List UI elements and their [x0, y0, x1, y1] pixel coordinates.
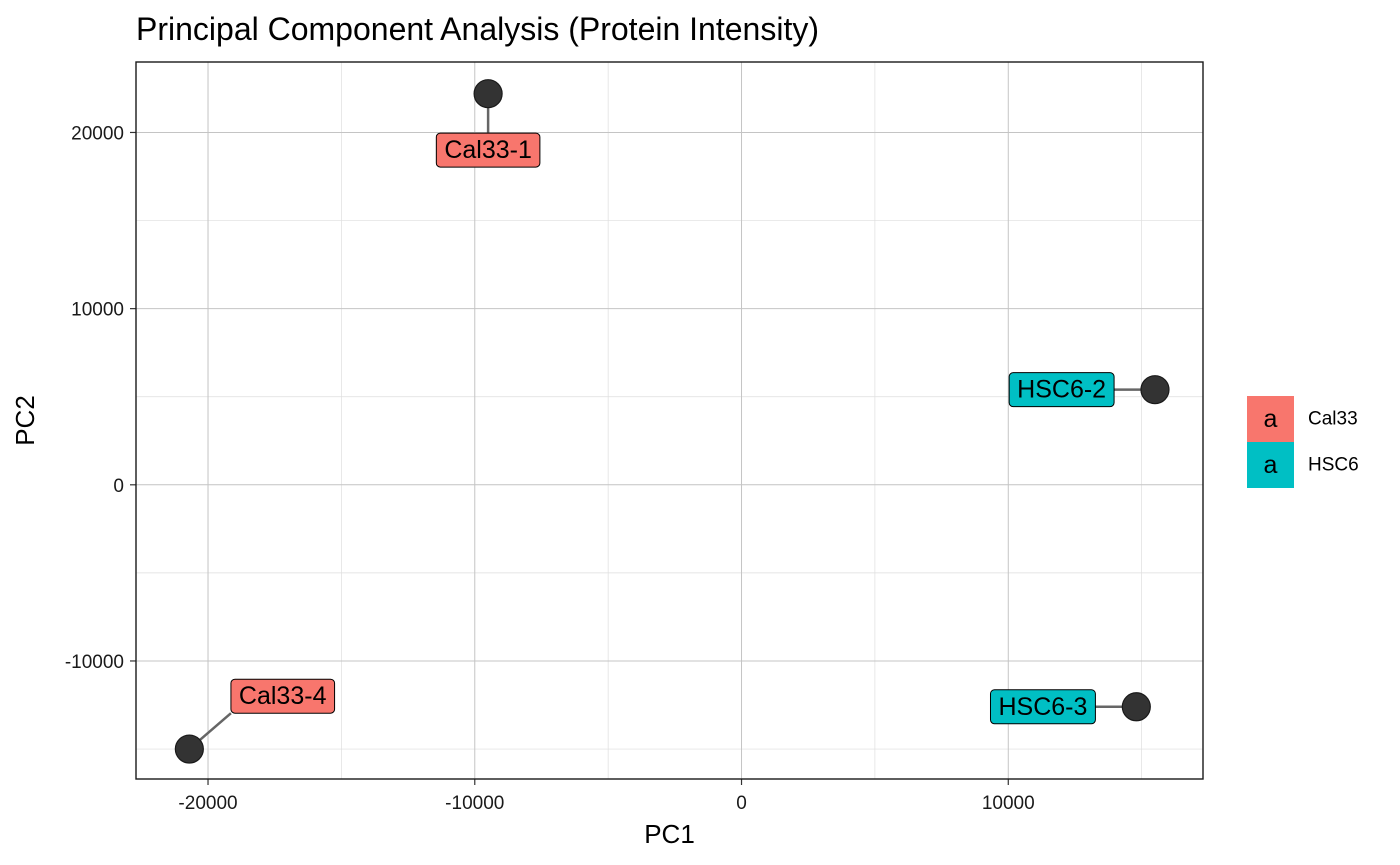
point-label-background: [1008, 372, 1115, 408]
x-tick-label: 10000: [982, 793, 1035, 814]
point-label-box: HSC6-3: [989, 689, 1096, 725]
chart-title: Principal Component Analysis (Protein In…: [136, 11, 819, 47]
point-label: HSC6-3: [998, 693, 1087, 721]
legend-item: a HSC6: [1247, 442, 1359, 488]
legend-key-glyph: a: [1264, 451, 1278, 479]
x-tick-label: 0: [736, 793, 747, 814]
data-point: [473, 79, 503, 109]
data-point: [174, 734, 204, 764]
y-tick-label: -10000: [65, 652, 124, 673]
point-label-box: HSC6-2: [1008, 372, 1115, 408]
legend: a Cal33 a HSC6: [1247, 396, 1359, 488]
x-axis-title: PC1: [644, 819, 695, 849]
point-labels: Cal33-1 Cal33-4 HSC6-2 HSC6-3: [230, 132, 1115, 725]
grid-layer: [136, 62, 1203, 779]
legend-key: [1247, 396, 1294, 442]
x-tick-label: -10000: [445, 793, 504, 814]
y-axis-title: PC2: [10, 395, 40, 446]
point-label-box: Cal33-4: [230, 678, 336, 714]
point-label-background: [230, 678, 336, 714]
point-label-background: [989, 689, 1096, 725]
point-label-box: Cal33-1: [435, 132, 541, 168]
data-point: [1140, 375, 1170, 405]
plot-panel-border: [135, 61, 1204, 780]
legend-label: Cal33: [1308, 409, 1358, 430]
x-tick-label: -20000: [178, 793, 237, 814]
point-label: Cal33-1: [444, 136, 532, 164]
point-label-background: [435, 132, 541, 168]
y-tick-label: 0: [113, 476, 124, 497]
legend-item: a Cal33: [1247, 396, 1358, 442]
y-tick-label: 10000: [71, 300, 124, 321]
y-tick-label: 20000: [71, 123, 124, 144]
axes-layer: -20000 -10000 0 10000 -10000 0 10000 20000: [65, 123, 1035, 814]
point-label: Cal33-4: [239, 682, 327, 710]
label-segments: [188, 93, 1155, 750]
point-label: HSC6-2: [1017, 376, 1106, 404]
legend-key: [1247, 442, 1294, 488]
legend-label: HSC6: [1308, 455, 1359, 476]
data-point: [1121, 692, 1151, 722]
data-points: [174, 79, 1170, 764]
legend-key-glyph: a: [1264, 405, 1278, 433]
